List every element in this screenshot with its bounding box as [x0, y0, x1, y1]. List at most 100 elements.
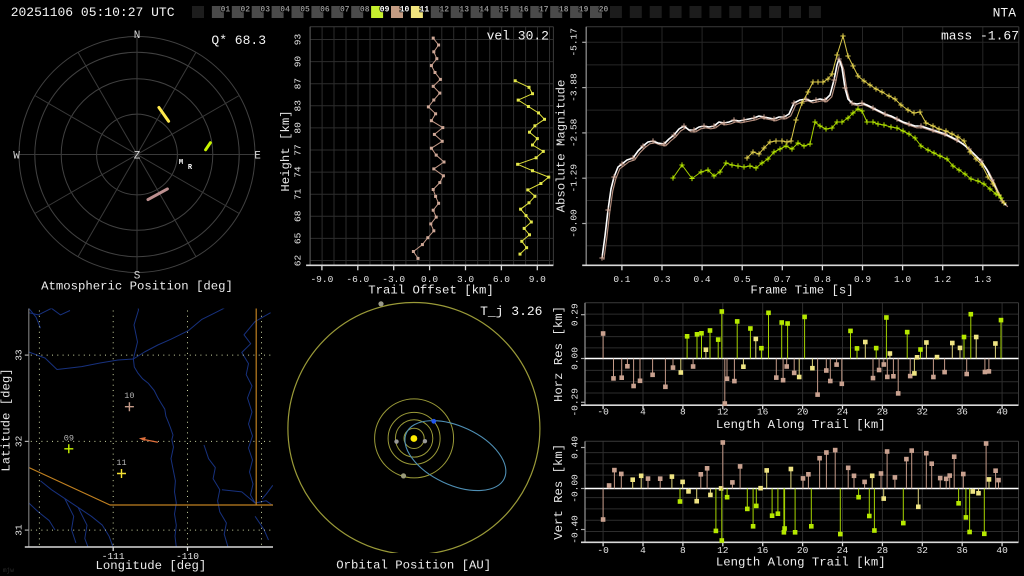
svg-text:0.9: 0.9	[854, 274, 871, 285]
svg-text:16: 16	[757, 407, 769, 418]
svg-text:40: 40	[996, 407, 1008, 418]
svg-text:31: 31	[14, 524, 25, 536]
svg-text:-3.0: -3.0	[382, 274, 405, 285]
svg-text:1.0: 1.0	[894, 274, 911, 285]
svg-text:W: W	[13, 151, 20, 163]
svg-text:-0.40: -0.40	[570, 515, 581, 544]
svg-text:Frame Time [s]: Frame Time [s]	[750, 284, 853, 298]
svg-text:vel 30.2: vel 30.2	[487, 29, 549, 44]
svg-text:33: 33	[14, 349, 25, 361]
svg-text:80: 80	[293, 122, 304, 134]
svg-text:0.1: 0.1	[613, 274, 630, 285]
svg-text:-0: -0	[597, 407, 609, 418]
svg-text:T_j 3.26: T_j 3.26	[480, 304, 542, 319]
svg-text:03: 03	[260, 6, 270, 15]
svg-text:3.0: 3.0	[457, 274, 474, 285]
svg-text:Length Along Trail [km]: Length Along Trail [km]	[716, 418, 886, 432]
svg-text:Trail Offset [km]: Trail Offset [km]	[368, 284, 493, 298]
svg-text:S: S	[134, 271, 141, 283]
svg-text:Atmospheric Position [deg]: Atmospheric Position [deg]	[41, 280, 233, 294]
svg-text:-0.29: -0.29	[570, 388, 581, 417]
svg-text:Orbital Position [AU]: Orbital Position [AU]	[336, 559, 491, 573]
svg-text:90: 90	[293, 56, 304, 68]
svg-text:0.40: 0.40	[570, 436, 581, 459]
svg-text:01: 01	[221, 6, 231, 15]
svg-text:16: 16	[757, 545, 769, 556]
svg-text:17: 17	[539, 6, 549, 15]
svg-text:15: 15	[499, 6, 509, 15]
svg-text:32: 32	[917, 407, 929, 418]
svg-text:-0.00: -0.00	[569, 209, 580, 238]
svg-text:32: 32	[14, 435, 25, 447]
svg-text:10: 10	[124, 391, 134, 401]
svg-text:-6.0: -6.0	[346, 274, 369, 285]
svg-text:12: 12	[439, 6, 449, 15]
svg-text:0.3: 0.3	[653, 274, 670, 285]
svg-text:07: 07	[340, 6, 350, 15]
svg-text:04: 04	[280, 6, 290, 15]
svg-text:-9.0: -9.0	[310, 274, 333, 285]
svg-text:62: 62	[293, 255, 304, 267]
svg-text:11: 11	[420, 6, 430, 15]
svg-text:Longitude [deg]: Longitude [deg]	[96, 559, 207, 573]
svg-text:mjw: mjw	[3, 567, 14, 574]
svg-text:09: 09	[380, 6, 390, 15]
svg-text:16: 16	[519, 6, 529, 15]
svg-text:12: 12	[717, 407, 729, 418]
svg-text:9.0: 9.0	[529, 274, 546, 285]
svg-text:20: 20	[797, 407, 809, 418]
svg-text:Z: Z	[134, 151, 141, 163]
svg-text:Absolute Magnitude: Absolute Magnitude	[555, 80, 569, 213]
svg-text:12: 12	[717, 545, 729, 556]
svg-text:-3.88: -3.88	[569, 73, 580, 102]
svg-text:8: 8	[680, 407, 686, 418]
svg-text:E: E	[254, 151, 261, 163]
svg-text:13: 13	[459, 6, 469, 15]
svg-text:1.3: 1.3	[974, 274, 991, 285]
svg-text:83: 83	[293, 100, 304, 112]
svg-text:20251106 05:10:27 UTC: 20251106 05:10:27 UTC	[11, 5, 175, 20]
svg-text:0.7: 0.7	[774, 274, 791, 285]
svg-text:-0.00: -0.00	[570, 474, 581, 503]
svg-text:05: 05	[300, 6, 310, 15]
svg-text:Length Along Trail [km]: Length Along Trail [km]	[716, 556, 886, 570]
svg-text:77: 77	[293, 144, 304, 155]
svg-text:4: 4	[640, 545, 646, 556]
svg-text:28: 28	[877, 545, 889, 556]
svg-text:0.29: 0.29	[570, 303, 581, 326]
svg-text:mass -1.67: mass -1.67	[941, 29, 1019, 44]
svg-text:0.4: 0.4	[694, 274, 711, 285]
svg-text:10: 10	[400, 6, 410, 15]
svg-text:N: N	[134, 30, 141, 42]
svg-text:65: 65	[293, 232, 304, 244]
svg-text:-5.17: -5.17	[569, 28, 580, 57]
svg-text:Height [km]: Height [km]	[279, 110, 293, 191]
svg-text:68: 68	[293, 210, 304, 222]
svg-text:0.00: 0.00	[570, 347, 581, 370]
svg-text:24: 24	[837, 545, 849, 556]
svg-text:87: 87	[293, 78, 304, 89]
svg-text:Q* 68.3: Q* 68.3	[211, 33, 266, 48]
svg-text:93: 93	[293, 34, 304, 46]
svg-text:-1.29: -1.29	[569, 164, 580, 193]
svg-text:0.8: 0.8	[814, 274, 831, 285]
svg-text:40: 40	[996, 545, 1008, 556]
svg-text:20: 20	[599, 6, 609, 15]
svg-text:Latitude [deg]: Latitude [deg]	[0, 368, 14, 471]
svg-text:0.5: 0.5	[734, 274, 751, 285]
svg-text:06: 06	[320, 6, 330, 15]
svg-text:74: 74	[293, 166, 304, 178]
svg-text:19: 19	[579, 6, 589, 15]
svg-text:0.0: 0.0	[421, 274, 438, 285]
svg-text:M: M	[179, 159, 183, 167]
svg-text:Horz Res [km]: Horz Res [km]	[552, 306, 566, 402]
svg-text:18: 18	[559, 6, 569, 15]
svg-text:14: 14	[479, 6, 489, 15]
svg-text:36: 36	[956, 545, 968, 556]
svg-text:28: 28	[877, 407, 889, 418]
svg-text:08: 08	[360, 6, 370, 15]
svg-text:-2.58: -2.58	[569, 118, 580, 147]
svg-text:24: 24	[837, 407, 849, 418]
svg-text:Vert Res [km]: Vert Res [km]	[552, 444, 566, 540]
svg-text:32: 32	[917, 545, 929, 556]
